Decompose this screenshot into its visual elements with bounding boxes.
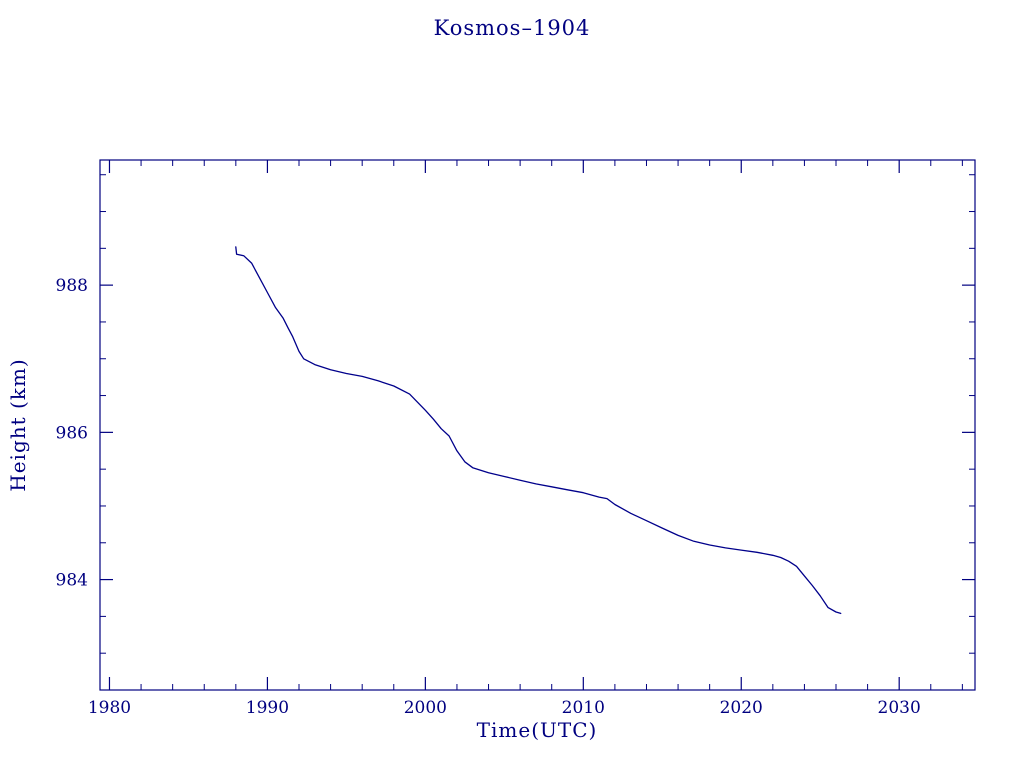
x-axis-label: Time(UTC) [476, 718, 598, 742]
x-tick-label: 2000 [404, 698, 447, 718]
y-tick-label: 988 [56, 276, 88, 296]
x-tick-label: 1990 [246, 698, 289, 718]
x-tick-label: 2010 [562, 698, 605, 718]
data-line [235, 246, 842, 615]
y-tick-label: 986 [56, 423, 88, 443]
x-tick-label: 1980 [88, 698, 131, 718]
x-tick-label: 2020 [720, 698, 763, 718]
chart-title: Kosmos–1904 [433, 16, 591, 40]
x-tick-label: 2030 [878, 698, 921, 718]
plot-frame [99, 159, 976, 691]
y-tick-label: 984 [56, 571, 88, 591]
